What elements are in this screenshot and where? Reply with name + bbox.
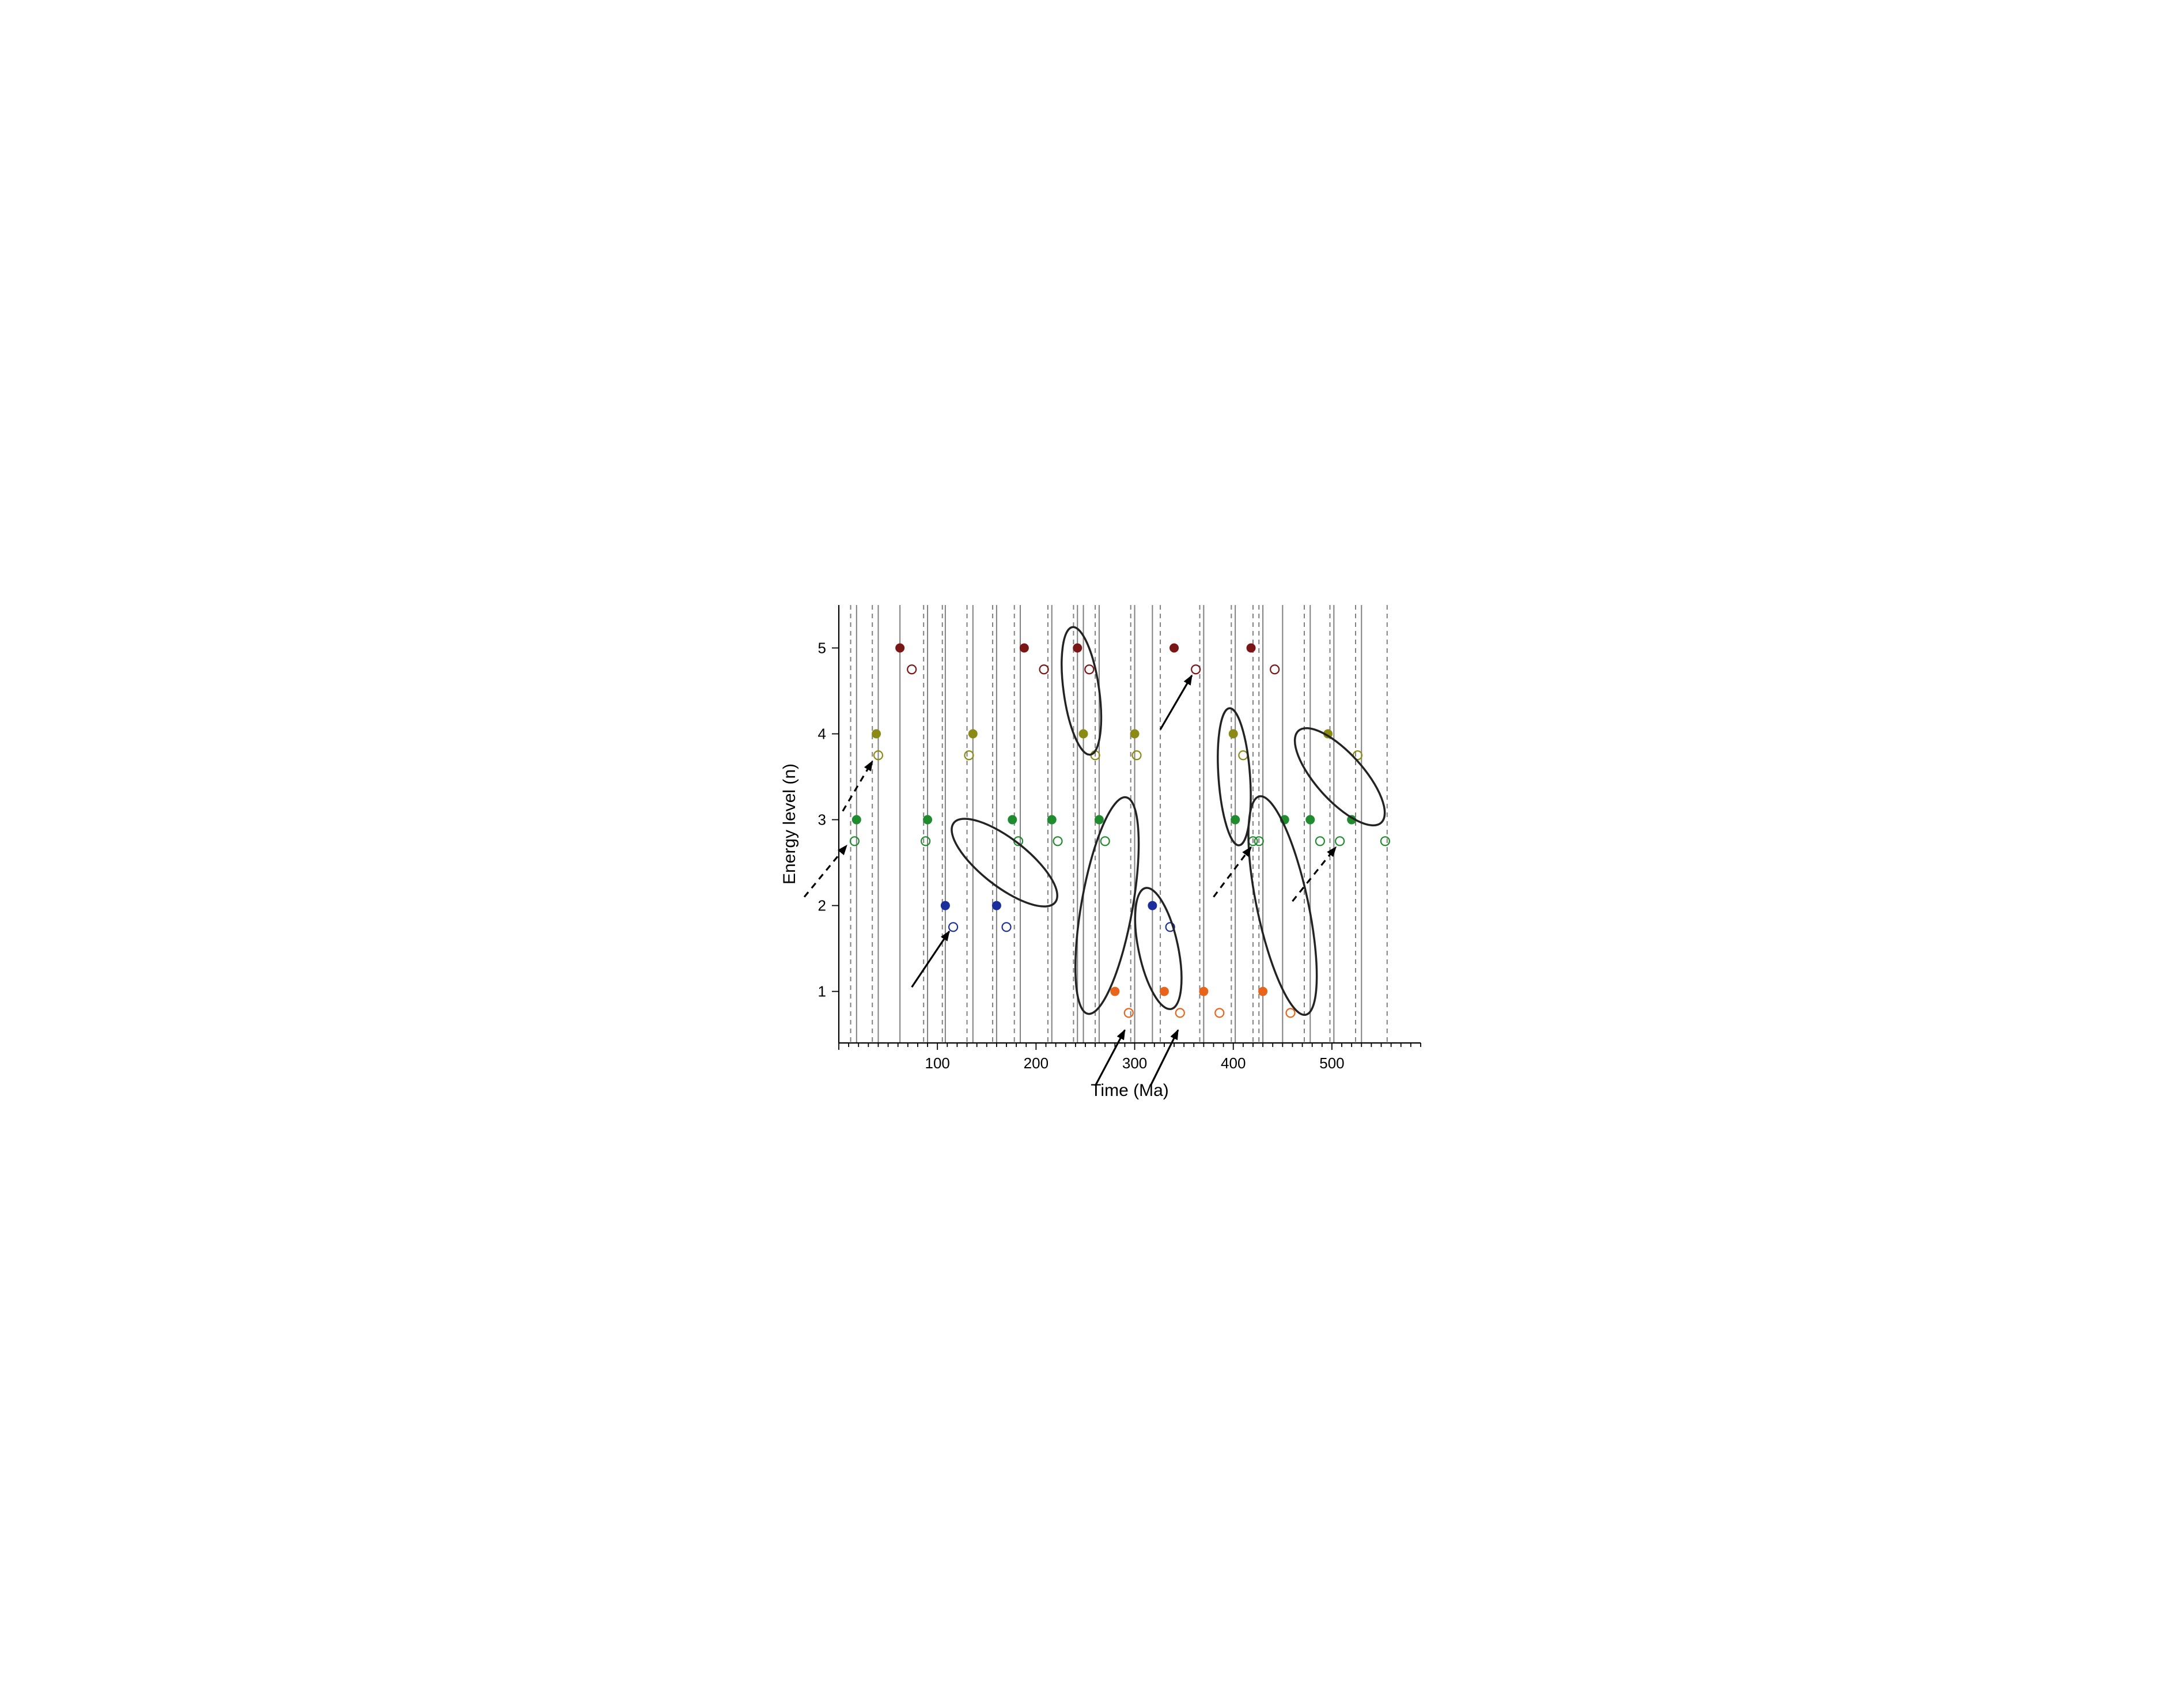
- marker-filled: [1228, 729, 1237, 739]
- marker-filled: [1047, 815, 1056, 825]
- marker-filled: [1008, 815, 1017, 825]
- marker-filled: [968, 729, 977, 739]
- chart-svg: 100 200 300 400 500 1 2 3 4 5 Time (Ma) Energy leve…: [747, 576, 1438, 1110]
- marker-filled: [895, 644, 904, 653]
- marker-filled: [1094, 815, 1103, 825]
- x-tick-label: 500: [1319, 1054, 1344, 1072]
- y-tick-label: 3: [817, 811, 826, 829]
- marker-filled: [1159, 987, 1168, 996]
- y-tick-label: 4: [817, 725, 826, 743]
- marker-filled: [923, 815, 932, 825]
- x-tick-label: 400: [1221, 1054, 1246, 1072]
- marker-filled: [991, 901, 1001, 910]
- marker-filled: [1019, 644, 1028, 653]
- y-axis-label: Energy level (n): [780, 763, 799, 884]
- marker-filled: [872, 729, 881, 739]
- marker-filled: [1073, 644, 1082, 653]
- y-tick-label: 1: [817, 983, 826, 1000]
- x-axis-label: Time (Ma): [1091, 1081, 1169, 1100]
- marker-filled: [1305, 815, 1315, 825]
- energy-level-chart: 100 200 300 400 500 1 2 3 4 5 Time (Ma) Energy leve…: [747, 576, 1438, 1110]
- marker-filled: [1246, 644, 1255, 653]
- marker-filled: [1078, 729, 1088, 739]
- marker-filled: [1231, 815, 1240, 825]
- x-tick-label: 300: [1122, 1054, 1146, 1072]
- y-tick-label: 2: [817, 897, 826, 914]
- marker-filled: [1110, 987, 1119, 996]
- marker-filled: [1199, 987, 1208, 996]
- marker-filled: [1148, 901, 1157, 910]
- marker-filled: [851, 815, 861, 825]
- x-tick-label: 200: [1023, 1054, 1048, 1072]
- marker-filled: [940, 901, 949, 910]
- x-tick-label: 100: [925, 1054, 949, 1072]
- marker-filled: [1130, 729, 1139, 739]
- marker-filled: [1258, 987, 1267, 996]
- marker-filled: [1169, 644, 1179, 653]
- y-tick-label: 5: [817, 640, 826, 657]
